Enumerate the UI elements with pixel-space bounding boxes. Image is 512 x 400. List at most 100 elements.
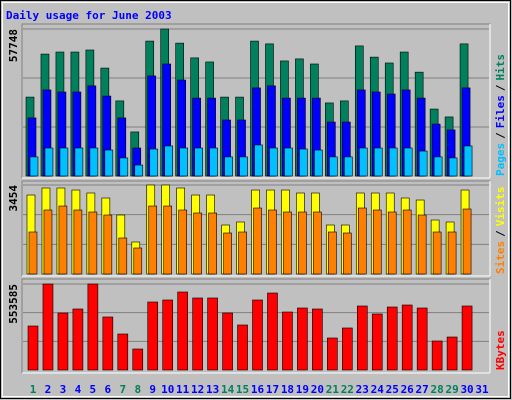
bar — [222, 312, 233, 371]
y-tick-label: 57748 — [7, 29, 20, 62]
bar — [224, 156, 233, 177]
bar — [388, 147, 398, 177]
legend-entry: Pages — [494, 143, 507, 176]
x-tick-label: 27 — [416, 383, 429, 396]
x-tick-label: 5 — [90, 383, 97, 396]
chart-title: Daily usage for June 2003 — [6, 9, 172, 22]
x-tick-label: 28 — [431, 383, 444, 396]
bar — [209, 147, 218, 177]
bar — [387, 211, 397, 275]
bar — [373, 147, 383, 177]
x-tick-label: 1 — [30, 383, 37, 396]
legend-entry: Hits — [494, 54, 507, 81]
bar — [432, 231, 442, 275]
bar — [403, 147, 413, 177]
x-tick-label: 30 — [460, 383, 473, 396]
bar — [193, 212, 202, 275]
x-tick-label: 31 — [475, 383, 489, 396]
bar — [299, 148, 308, 177]
bar — [103, 214, 113, 275]
bar — [312, 308, 323, 371]
bar — [163, 205, 173, 275]
x-tick-label: 10 — [161, 383, 174, 396]
legend-separator: / — [494, 84, 507, 91]
bar — [237, 324, 248, 371]
bar — [178, 209, 187, 275]
bar — [119, 157, 129, 177]
x-tick-label: 25 — [386, 383, 399, 396]
bar — [148, 205, 158, 275]
bar — [223, 232, 232, 275]
bar — [252, 299, 263, 371]
bar — [433, 156, 443, 177]
bar — [342, 327, 353, 371]
bar — [74, 147, 84, 177]
x-tick-label: 17 — [266, 383, 279, 396]
x-tick-label: 23 — [356, 383, 369, 396]
bar — [208, 212, 217, 275]
legend: Sites / Visits — [494, 187, 507, 275]
bar — [88, 211, 98, 275]
bar — [344, 156, 353, 177]
bar — [253, 207, 262, 275]
bar — [177, 291, 188, 371]
bar — [327, 337, 338, 371]
x-tick-label: 18 — [281, 383, 294, 396]
x-tick-label: 9 — [149, 383, 156, 396]
x-tick-label: 12 — [191, 383, 204, 396]
y-tick-label: 3454 — [7, 185, 20, 212]
x-tick-label: 14 — [221, 383, 235, 396]
bar — [59, 147, 69, 177]
legend-entry: Visits — [494, 187, 507, 227]
bar — [268, 209, 277, 275]
bar — [357, 207, 367, 275]
bar — [328, 231, 337, 275]
bar — [147, 301, 159, 371]
x-tick-label: 19 — [296, 383, 309, 396]
bar — [133, 247, 143, 275]
y-tick-label: 553585 — [7, 284, 20, 324]
bar — [27, 325, 39, 371]
x-tick-label: 29 — [445, 383, 458, 396]
bar — [446, 336, 458, 371]
bar — [102, 316, 114, 371]
x-tick-label: 11 — [176, 383, 190, 396]
bar — [371, 313, 383, 371]
bar — [267, 292, 278, 371]
bar — [284, 147, 293, 177]
legend-separator: / — [494, 132, 507, 139]
bar — [58, 205, 68, 275]
legend-entry: Files — [494, 95, 507, 128]
bar — [314, 149, 323, 177]
bar — [431, 340, 443, 371]
bar — [463, 145, 473, 177]
legend-entry: Sites — [494, 241, 507, 274]
bar — [72, 308, 84, 371]
bar — [149, 148, 159, 177]
x-tick-label: 7 — [119, 383, 126, 396]
bar — [89, 147, 99, 177]
bar — [254, 144, 263, 177]
x-tick-label: 6 — [105, 383, 112, 396]
bar — [329, 156, 338, 177]
bar — [87, 283, 99, 371]
x-tick-label: 26 — [401, 383, 415, 396]
bar — [402, 209, 412, 275]
bar — [179, 147, 188, 177]
bar — [358, 147, 368, 177]
bar — [28, 231, 38, 275]
bar — [343, 232, 352, 275]
x-tick-label: 2 — [45, 383, 52, 396]
bar — [194, 147, 203, 177]
bar — [461, 305, 473, 371]
x-tick-label: 16 — [251, 383, 265, 396]
bar — [162, 299, 174, 371]
bar — [73, 209, 83, 275]
legend: Pages / Files / Hits — [494, 54, 507, 176]
bar — [269, 147, 278, 177]
bar — [372, 209, 382, 275]
bar — [132, 348, 144, 371]
bar — [118, 237, 128, 275]
bar — [418, 150, 428, 177]
